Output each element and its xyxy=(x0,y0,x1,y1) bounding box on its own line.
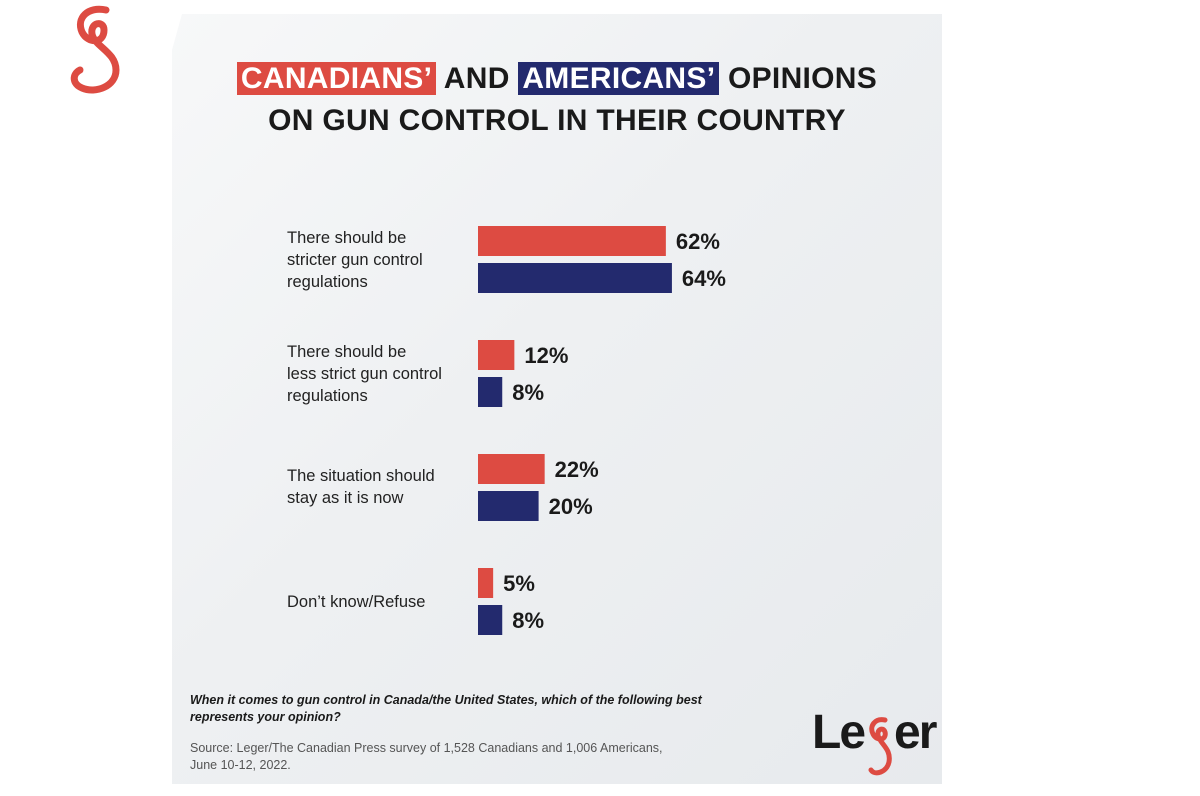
source-note: Source: Leger/The Canadian Press survey … xyxy=(190,740,750,774)
data-label-americans: 8% xyxy=(512,380,544,405)
category-label-line: regulations xyxy=(287,273,368,291)
source-line-1: Source: Leger/The Canadian Press survey … xyxy=(190,741,663,755)
title-canadians: CANADIANS’ xyxy=(236,62,437,95)
bar-americans xyxy=(478,263,672,293)
brand-suffix: er xyxy=(894,706,937,759)
bar-canadians xyxy=(478,568,494,598)
panel-corner-notch xyxy=(172,14,182,50)
category-label-line: There should be xyxy=(287,343,407,361)
survey-question: When it comes to gun control in Canada/t… xyxy=(190,693,702,724)
category-label-line: stricter gun control xyxy=(287,251,423,269)
chart-panel xyxy=(172,14,942,784)
title-americans: AMERICANS’ xyxy=(518,62,720,95)
data-label-americans: 20% xyxy=(549,494,593,519)
leger-g-icon xyxy=(868,717,892,776)
brand-prefix: Le xyxy=(812,706,866,759)
bar-americans xyxy=(478,491,539,521)
category-label-line: stay as it is now xyxy=(287,489,404,507)
data-label-canadians: 5% xyxy=(503,571,535,596)
bar-americans xyxy=(478,605,503,635)
title-line-1: CANADIANS’ AND AMERICANS’ OPINIONS xyxy=(172,58,942,100)
category-label: The situation should stay as it is now xyxy=(287,465,467,509)
data-label-canadians: 62% xyxy=(676,229,720,254)
category-label-line: Don’t know/Refuse xyxy=(287,593,426,611)
source-line-2: June 10-12, 2022. xyxy=(190,758,291,772)
category-label: There should be less strict gun control re… xyxy=(287,341,467,407)
category-label: Don’t know/Refuse xyxy=(287,591,467,613)
bar-canadians xyxy=(478,454,545,484)
leger-g-logo-icon xyxy=(70,5,120,94)
bar-americans xyxy=(478,377,503,407)
title-line-2: ON GUN CONTROL IN THEIR COUNTRY xyxy=(268,104,846,137)
category-label-line: There should be xyxy=(287,229,407,247)
leger-brand-logo: Le er xyxy=(812,706,937,778)
bar-canadians xyxy=(478,226,666,256)
title-opinions: OPINIONS xyxy=(727,62,878,95)
data-label-canadians: 22% xyxy=(555,457,599,482)
chart-title: CANADIANS’ AND AMERICANS’ OPINIONS ON GU… xyxy=(172,58,942,142)
data-label-canadians: 12% xyxy=(524,343,568,368)
category-label-line: less strict gun control xyxy=(287,365,442,383)
data-label-americans: 64% xyxy=(682,266,726,291)
data-label-americans: 8% xyxy=(512,608,544,633)
bar-canadians xyxy=(478,340,515,370)
title-and: AND xyxy=(443,62,510,95)
category-label: There should be stricter gun control regul… xyxy=(287,227,467,293)
category-label-line: The situation should xyxy=(287,467,435,485)
category-label-line: regulations xyxy=(287,387,368,405)
